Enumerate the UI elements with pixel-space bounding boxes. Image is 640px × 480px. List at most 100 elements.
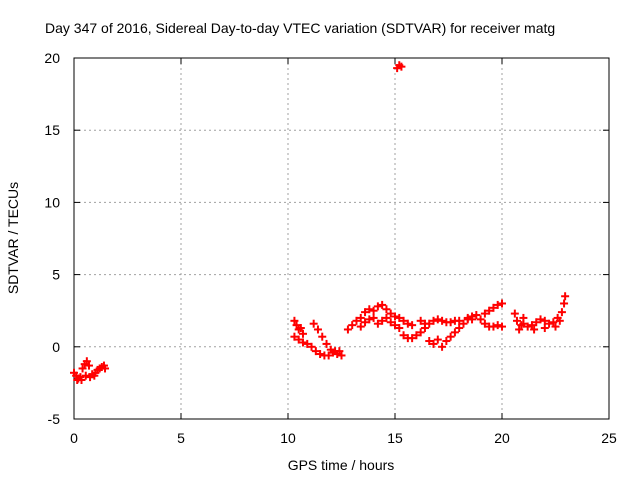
data-point xyxy=(540,316,549,325)
data-point xyxy=(303,339,312,348)
data-point xyxy=(489,322,498,331)
data-point xyxy=(510,309,519,318)
data-point xyxy=(468,315,477,324)
data-point xyxy=(530,325,539,334)
data-point xyxy=(292,321,301,330)
data-point xyxy=(307,342,316,351)
data-point xyxy=(298,329,307,338)
x-axis-label: GPS time / hours xyxy=(288,457,395,473)
data-point xyxy=(523,322,532,331)
data-point xyxy=(476,315,485,324)
data-point xyxy=(318,332,327,341)
data-point xyxy=(382,313,391,322)
data-point xyxy=(313,325,322,334)
data-point xyxy=(316,350,325,359)
data-point xyxy=(561,292,570,301)
data-point xyxy=(512,316,521,325)
data-point xyxy=(309,319,318,328)
data-point xyxy=(399,331,408,340)
data-point xyxy=(335,347,344,356)
data-point xyxy=(90,371,99,380)
data-point xyxy=(446,318,455,327)
x-tick-label: 15 xyxy=(387,430,403,446)
data-point xyxy=(416,316,425,325)
data-point xyxy=(343,325,352,334)
data-point xyxy=(519,313,528,322)
data-point xyxy=(391,321,399,330)
chart-title: Day 347 of 2016, Sidereal Day-to-day VTE… xyxy=(45,20,555,36)
data-point xyxy=(391,312,399,321)
data-point xyxy=(459,319,468,328)
data-point xyxy=(455,316,464,325)
data-point xyxy=(373,319,382,328)
data-point xyxy=(412,331,421,340)
x-tick-label: 20 xyxy=(494,430,510,446)
data-point xyxy=(455,324,464,333)
data-point xyxy=(365,315,374,324)
data-point xyxy=(356,322,365,331)
data-point xyxy=(298,338,307,347)
data-point xyxy=(560,299,569,308)
data-point xyxy=(545,319,554,328)
data-point xyxy=(480,319,489,328)
y-axis-label: SDTVAR / TECUs xyxy=(5,182,21,294)
data-point xyxy=(549,318,558,327)
plot-frame xyxy=(73,57,610,420)
data-point xyxy=(540,324,549,333)
data-point xyxy=(515,325,524,334)
data-point xyxy=(294,335,303,344)
data-point xyxy=(326,345,335,354)
data-point xyxy=(395,313,404,322)
tick-labels: 0 5 10 15 20 25 -5 0 5 10 15 20 xyxy=(44,50,617,446)
data-point xyxy=(82,357,91,366)
data-point xyxy=(352,316,361,325)
grid xyxy=(73,57,610,420)
data-point xyxy=(403,319,412,328)
data-point xyxy=(386,309,395,318)
data-point xyxy=(365,305,374,314)
data-point xyxy=(489,303,498,312)
data-point xyxy=(373,302,382,311)
data-point xyxy=(337,351,346,360)
data-point xyxy=(348,321,357,330)
data-point xyxy=(555,316,564,325)
y-tick-label: 0 xyxy=(52,339,60,355)
data-point xyxy=(408,321,417,330)
data-point xyxy=(557,308,566,317)
data-point xyxy=(498,299,506,308)
data-point xyxy=(493,321,502,330)
data-point xyxy=(84,361,93,370)
data-point xyxy=(399,316,408,325)
data-point xyxy=(408,334,417,343)
data-point xyxy=(81,371,90,380)
data-point xyxy=(296,324,305,333)
data-points xyxy=(70,61,570,385)
y-tick-label: 10 xyxy=(44,194,60,210)
data-point xyxy=(450,328,459,337)
data-point xyxy=(356,313,365,322)
data-point xyxy=(378,316,387,325)
data-point xyxy=(290,332,299,341)
data-point xyxy=(311,347,320,356)
data-point xyxy=(324,351,333,360)
data-point xyxy=(386,318,395,327)
data-point xyxy=(78,364,87,373)
data-point xyxy=(322,339,331,348)
data-point xyxy=(463,313,472,322)
data-point xyxy=(498,322,506,331)
data-point xyxy=(395,324,404,333)
data-point xyxy=(420,319,429,328)
y-tick-label: 15 xyxy=(44,122,60,138)
x-tick-label: 0 xyxy=(70,430,78,446)
y-tick-label: 20 xyxy=(44,50,60,66)
data-point xyxy=(493,300,502,309)
data-point xyxy=(382,305,391,314)
data-point xyxy=(480,309,489,318)
data-point xyxy=(101,364,110,373)
data-point xyxy=(429,339,438,348)
data-point xyxy=(527,321,536,330)
data-point xyxy=(425,337,434,346)
data-point xyxy=(361,308,370,317)
data-point xyxy=(416,328,425,337)
data-point xyxy=(438,316,447,325)
